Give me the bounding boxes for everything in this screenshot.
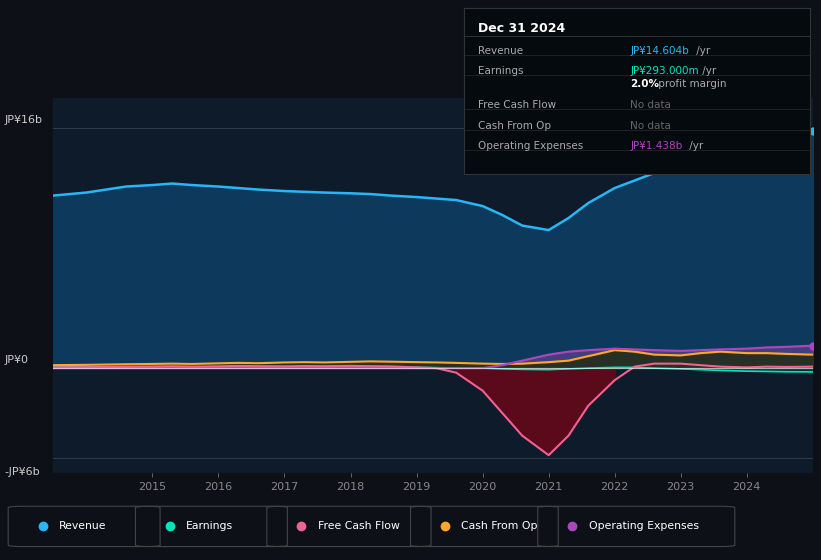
Text: Cash From Op: Cash From Op — [461, 521, 538, 531]
Text: No data: No data — [631, 121, 671, 130]
Text: JP¥0: JP¥0 — [4, 356, 28, 365]
Text: Earnings: Earnings — [186, 521, 233, 531]
Text: profit margin: profit margin — [655, 80, 727, 90]
Text: 2.0%: 2.0% — [631, 80, 659, 90]
Text: JP¥1.438b: JP¥1.438b — [631, 141, 682, 151]
Text: Cash From Op: Cash From Op — [478, 121, 551, 130]
Text: -JP¥6b: -JP¥6b — [4, 466, 39, 477]
Text: Free Cash Flow: Free Cash Flow — [318, 521, 400, 531]
Text: /yr: /yr — [699, 66, 716, 76]
Text: Free Cash Flow: Free Cash Flow — [478, 100, 556, 110]
Text: Revenue: Revenue — [478, 45, 523, 55]
Text: Operating Expenses: Operating Expenses — [589, 521, 699, 531]
Text: Earnings: Earnings — [478, 66, 523, 76]
Text: Dec 31 2024: Dec 31 2024 — [478, 22, 565, 35]
Text: /yr: /yr — [686, 141, 704, 151]
Text: JP¥293.000m: JP¥293.000m — [631, 66, 699, 76]
Text: No data: No data — [631, 100, 671, 110]
Text: JP¥14.604b: JP¥14.604b — [631, 45, 689, 55]
Text: /yr: /yr — [693, 45, 710, 55]
Text: JP¥16b: JP¥16b — [4, 115, 42, 125]
Text: Revenue: Revenue — [59, 521, 107, 531]
Text: Operating Expenses: Operating Expenses — [478, 141, 583, 151]
